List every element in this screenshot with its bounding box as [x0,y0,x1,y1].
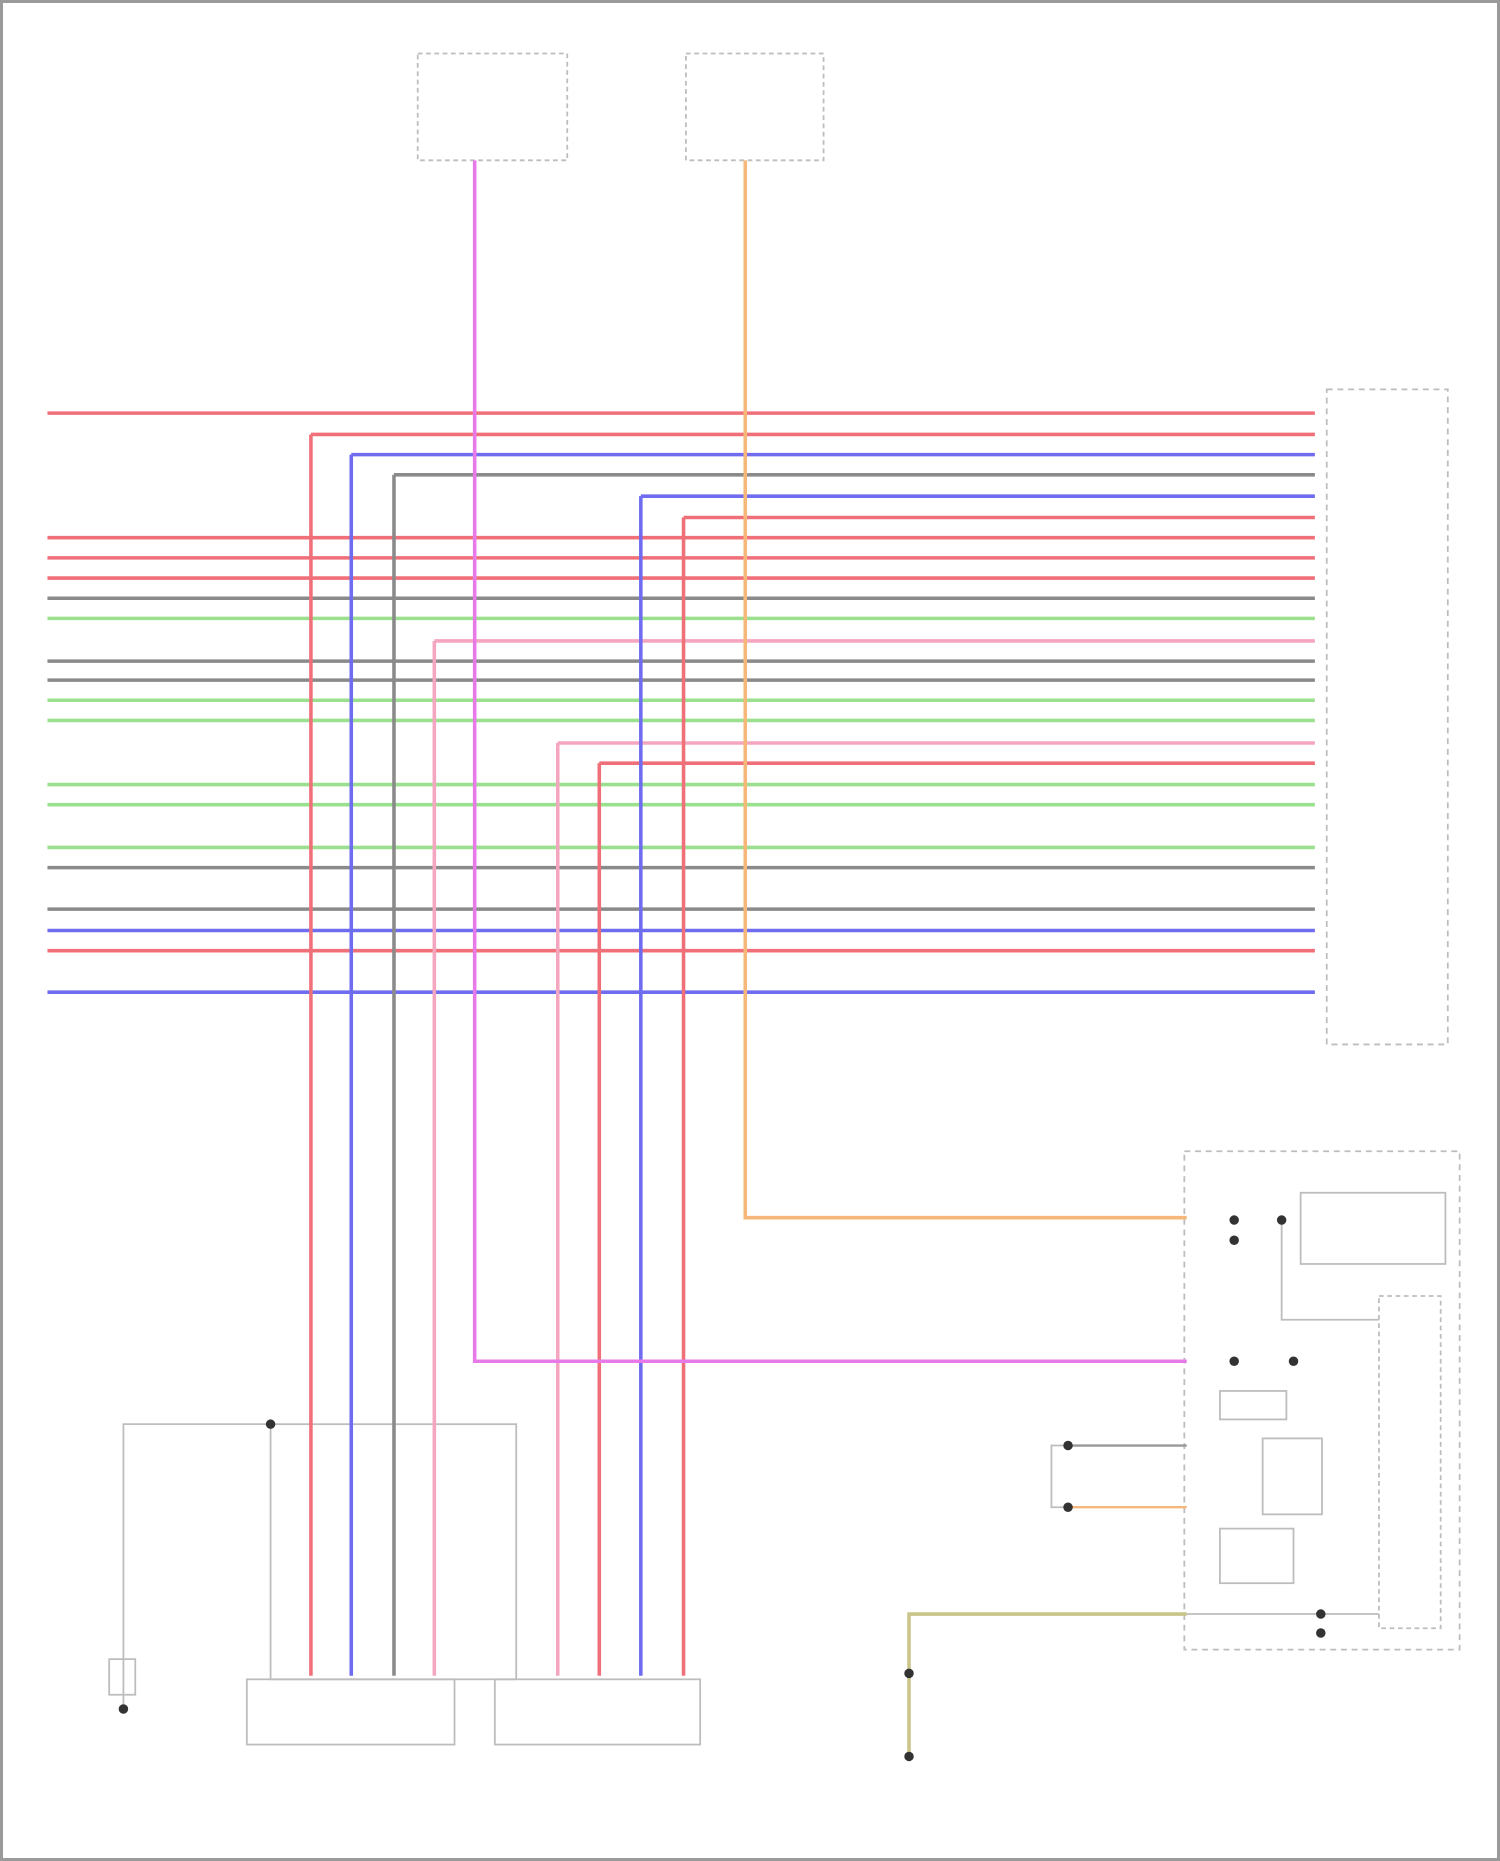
junction-dot [904,1668,914,1679]
power-module-box [1183,1150,1461,1651]
module-internal-wire [1280,1222,1379,1321]
sensor-wire [1050,1444,1066,1509]
ground-wire-olive [907,1612,1187,1757]
junction-dot [904,1751,914,1762]
junction-dot [1063,1502,1073,1512]
junction-dot [1316,1628,1326,1638]
module-small-block [1219,1390,1288,1421]
top-right-relay-box [685,52,825,162]
left-ground-wire [122,1423,271,1709]
power-module-inner-dashed [1378,1295,1442,1630]
junction-dot [118,1704,129,1714]
module-circuit-block [1261,1437,1323,1516]
junction-dot [1229,1235,1239,1245]
control-module-box [1325,388,1449,1046]
power-module-inner-box [1299,1191,1447,1265]
junction-dot [265,1419,276,1429]
ground-component [108,1658,137,1696]
junction-dot [1063,1440,1073,1451]
junction-dot [1316,1609,1326,1619]
relay-feed-wire-orange [743,160,1187,1220]
junction-dot [1229,1215,1239,1225]
relay-feed-wire-magenta [472,160,1187,1364]
junction-dot [1229,1356,1239,1367]
module-supply-block [1219,1527,1295,1585]
junction-dot [1276,1215,1287,1225]
left-switch-connector [245,1678,456,1746]
junction-dot [1288,1356,1299,1367]
top-left-relay-box [416,52,569,162]
right-switch-connector [493,1678,702,1746]
